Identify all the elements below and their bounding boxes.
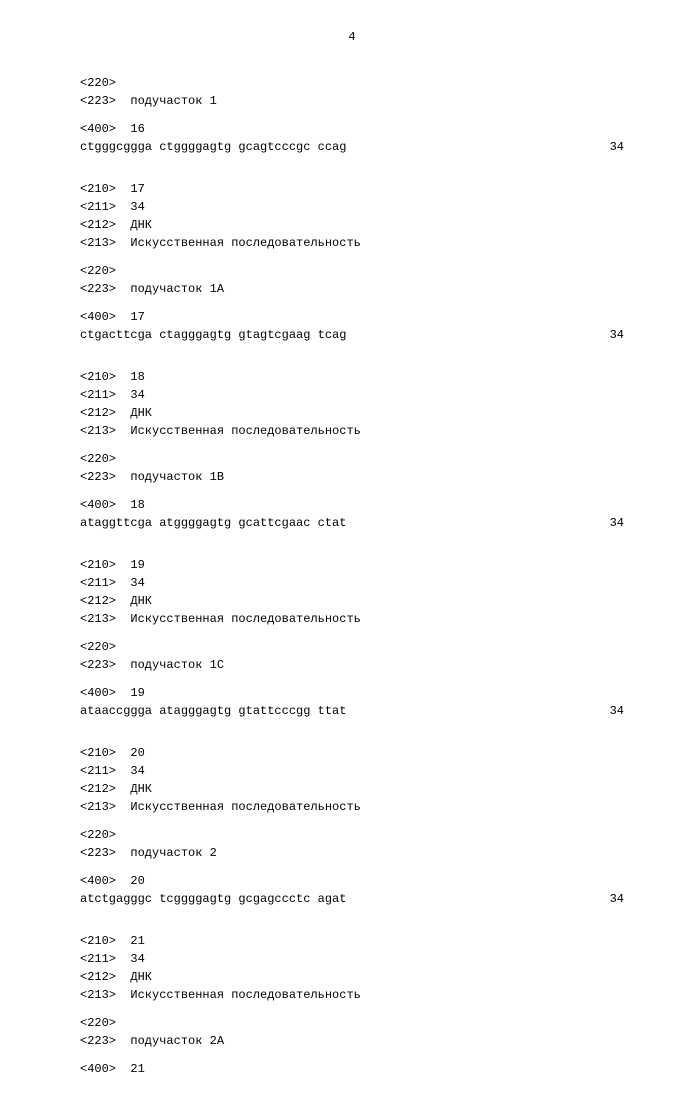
spacer xyxy=(80,816,624,826)
sequence-row: ctgggcggga ctggggagtg gcagtcccgc ccag 34 xyxy=(80,138,624,156)
header-line: <213> Искусственная последовательность xyxy=(80,798,624,816)
header-line: <212> ДНК xyxy=(80,404,624,422)
spacer xyxy=(80,862,624,872)
sequence-text: ataaccggga atagggagtg gtattcccgg ttat xyxy=(80,702,346,720)
spacer xyxy=(80,1050,624,1060)
spacer xyxy=(80,532,624,556)
feature-line: <220> xyxy=(80,638,624,656)
sequence-length: 34 xyxy=(610,702,624,720)
sequence-length: 34 xyxy=(610,138,624,156)
feature-line: <223> подучасток 1 xyxy=(80,92,624,110)
header-line: <213> Искусственная последовательность xyxy=(80,610,624,628)
feature-line: <223> подучасток 1C xyxy=(80,656,624,674)
seq-header-line: <400> 19 xyxy=(80,684,624,702)
feature-line: <220> xyxy=(80,74,624,92)
seq-header-line: <400> 20 xyxy=(80,872,624,890)
page-container: 4 <220> <223> подучасток 1 <400> 16ctgggc… xyxy=(0,0,684,1108)
seq-header-line: <400> 18 xyxy=(80,496,624,514)
feature-line: <223> подучасток 2 xyxy=(80,844,624,862)
header-line: <210> 18 xyxy=(80,368,624,386)
spacer xyxy=(80,156,624,180)
header-line: <213> Искусственная последовательность xyxy=(80,986,624,1004)
spacer xyxy=(80,440,624,450)
sequence-row: ataaccggga atagggagtg gtattcccgg ttat 34 xyxy=(80,702,624,720)
header-line: <213> Искусственная последовательность xyxy=(80,422,624,440)
sequence-row: ctgacttcga ctagggagtg gtagtcgaag tcag 34 xyxy=(80,326,624,344)
feature-line: <220> xyxy=(80,450,624,468)
spacer xyxy=(80,720,624,744)
header-line: <211> 34 xyxy=(80,198,624,216)
spacer xyxy=(80,628,624,638)
header-line: <211> 34 xyxy=(80,386,624,404)
feature-line: <223> подучасток 2A xyxy=(80,1032,624,1050)
sequence-listing: <220> <223> подучасток 1 <400> 16ctgggcgg… xyxy=(80,74,624,1078)
header-line: <212> ДНК xyxy=(80,216,624,234)
header-line: <213> Искусственная последовательность xyxy=(80,234,624,252)
feature-line: <223> подучасток 1B xyxy=(80,468,624,486)
spacer xyxy=(80,908,624,932)
header-line: <210> 20 xyxy=(80,744,624,762)
seq-header-line: <400> 16 xyxy=(80,120,624,138)
spacer xyxy=(80,252,624,262)
sequence-length: 34 xyxy=(610,890,624,908)
header-line: <212> ДНК xyxy=(80,968,624,986)
header-line: <211> 34 xyxy=(80,950,624,968)
spacer xyxy=(80,298,624,308)
feature-line: <220> xyxy=(80,1014,624,1032)
feature-line: <220> xyxy=(80,826,624,844)
seq-header-line: <400> 17 xyxy=(80,308,624,326)
seq-header-line: <400> 21 xyxy=(80,1060,624,1078)
header-line: <210> 19 xyxy=(80,556,624,574)
spacer xyxy=(80,110,624,120)
sequence-length: 34 xyxy=(610,326,624,344)
spacer xyxy=(80,486,624,496)
header-line: <212> ДНК xyxy=(80,780,624,798)
header-line: <211> 34 xyxy=(80,762,624,780)
sequence-text: ataggttcga atggggagtg gcattcgaac ctat xyxy=(80,514,346,532)
spacer xyxy=(80,1004,624,1014)
header-line: <210> 17 xyxy=(80,180,624,198)
spacer xyxy=(80,344,624,368)
spacer xyxy=(80,674,624,684)
header-line: <210> 21 xyxy=(80,932,624,950)
sequence-text: ctgggcggga ctggggagtg gcagtcccgc ccag xyxy=(80,138,346,156)
feature-line: <223> подучасток 1A xyxy=(80,280,624,298)
page-number: 4 xyxy=(80,30,624,44)
sequence-row: atctgagggc tcggggagtg gcgagccctc agat 34 xyxy=(80,890,624,908)
header-line: <212> ДНК xyxy=(80,592,624,610)
sequence-text: ctgacttcga ctagggagtg gtagtcgaag tcag xyxy=(80,326,346,344)
sequence-text: atctgagggc tcggggagtg gcgagccctc agat xyxy=(80,890,346,908)
feature-line: <220> xyxy=(80,262,624,280)
sequence-row: ataggttcga atggggagtg gcattcgaac ctat 34 xyxy=(80,514,624,532)
header-line: <211> 34 xyxy=(80,574,624,592)
sequence-length: 34 xyxy=(610,514,624,532)
